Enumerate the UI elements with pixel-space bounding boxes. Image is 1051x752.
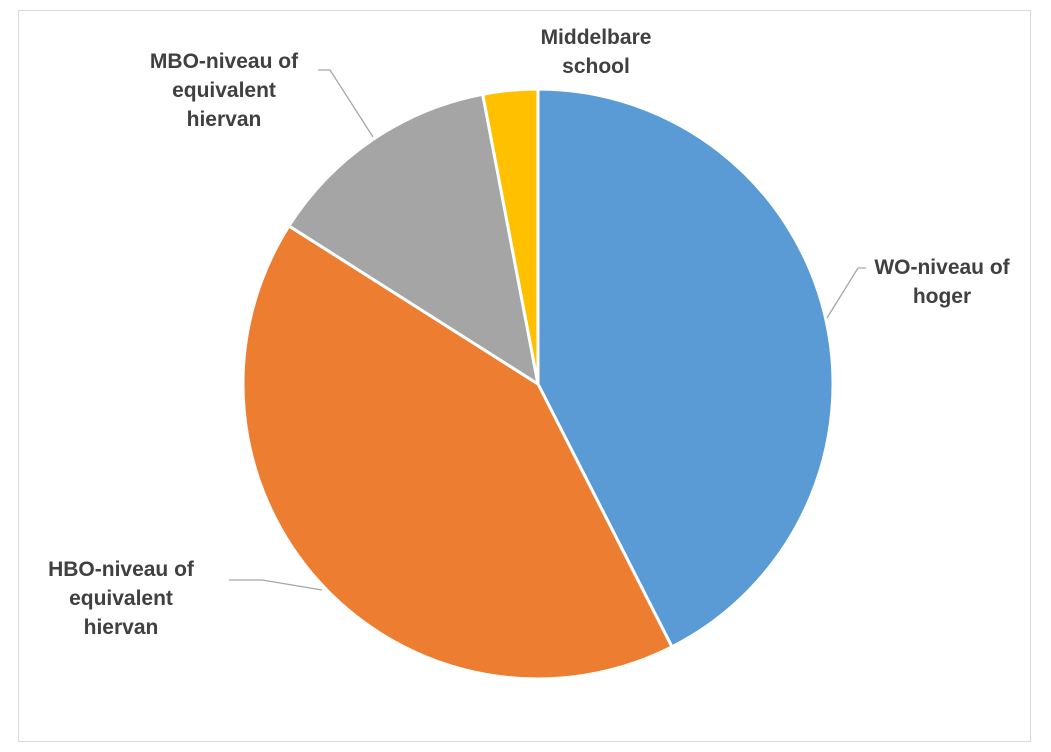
leader-lines [229, 69, 866, 591]
leader-line-0 [826, 267, 866, 319]
leader-line-2 [318, 69, 374, 138]
slice-label-line: Middelbare [541, 26, 652, 49]
slice-label-line: equivalent [172, 79, 276, 102]
pie-slice-3 [481, 87, 540, 386]
pie-slice-1 [241, 224, 674, 681]
pie-slice-0 [536, 87, 835, 649]
pie-slice-2 [287, 92, 540, 386]
leader-line-1 [229, 579, 323, 591]
slice-label-0: WO-niveau of hoger [874, 256, 1010, 308]
slice-label-line: hoger [913, 285, 971, 308]
slice-label-line: MBO-niveau of [150, 50, 299, 73]
slice-label-line: WO-niveau of [874, 256, 1010, 279]
slice-label-2: MBO-niveau of equivalent hiervan [150, 50, 299, 131]
slice-label-line: HBO-niveau of [48, 558, 195, 581]
pie-slices [241, 87, 835, 681]
slice-label-line: hiervan [84, 616, 159, 639]
slice-label-line: school [562, 55, 630, 78]
slice-label-line: equivalent [69, 587, 173, 610]
slice-label-line: hiervan [187, 108, 262, 131]
slice-labels: WO-niveau of hoger HBO-niveau of equivalent… [48, 26, 1011, 639]
slice-label-3: Middelbare school [541, 26, 652, 78]
slice-label-1: HBO-niveau of equivalent hiervan [48, 558, 195, 639]
